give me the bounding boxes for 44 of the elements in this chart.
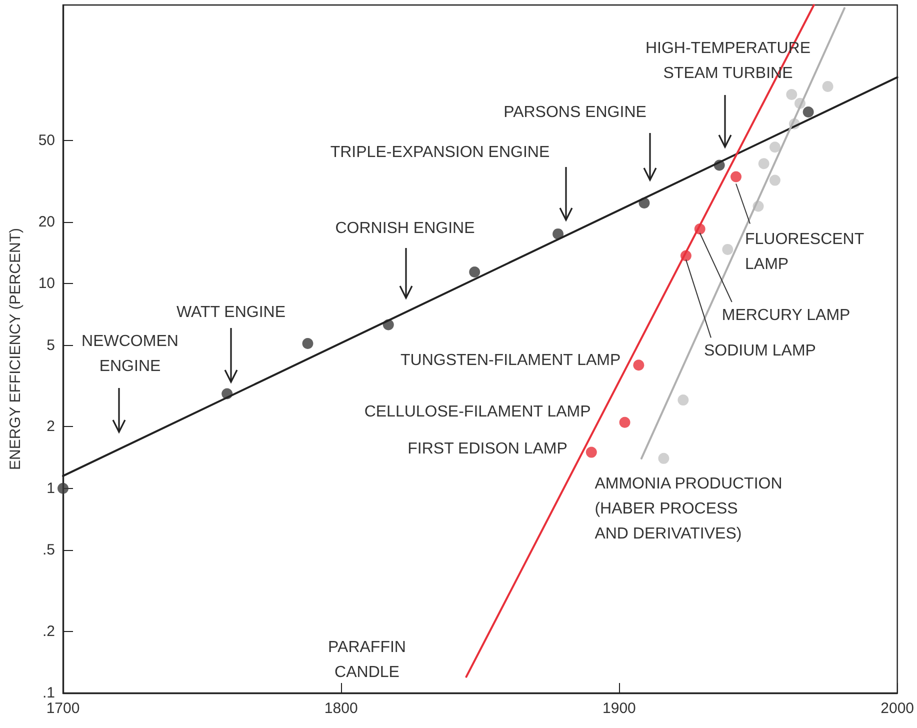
x-tick-label: 2000 (880, 700, 914, 717)
annotation: AMMONIA PRODUCTION (HABER PROCESS AND DERIVATIVES) (594, 474, 782, 542)
point (586, 446, 597, 458)
point (730, 171, 742, 182)
y-tick-label: 10 (38, 275, 55, 292)
x-tick-label: 1700 (46, 700, 80, 717)
point (769, 174, 780, 186)
y-tick-label: .1 (42, 684, 55, 702)
point (786, 89, 798, 100)
point (822, 80, 834, 92)
point (658, 452, 670, 464)
point (302, 338, 314, 350)
y-tick-label: 1 (46, 480, 55, 497)
annotation: PARSONS ENGINE (504, 104, 646, 120)
y-tick-label: 2 (46, 418, 55, 436)
annotation: TRIPLE-EXPANSION ENGINE (330, 144, 550, 160)
point (722, 244, 734, 255)
annotation: FLUORESCENT LAMP (745, 230, 864, 272)
annotation: CORNISH ENGINE (335, 220, 475, 236)
annotation: CELLULOSE-FILAMENT LAMP (364, 402, 591, 420)
point (802, 106, 814, 118)
y-tick-label: .2 (42, 622, 55, 640)
annotation: FIRST EDISON LAMP (408, 440, 568, 457)
annotation: MERCURY LAMP (722, 306, 850, 324)
y-tick-label: .5 (42, 541, 55, 558)
point (633, 360, 644, 371)
point (552, 228, 564, 240)
annotation: PARAFFIN CANDLE (328, 638, 406, 680)
x-tick-label: 1800 (324, 700, 358, 717)
y-tick-label: 20 (38, 214, 55, 231)
annotation: WATT ENGINE (176, 304, 286, 320)
annotation: TUNGSTEN-FILAMENT LAMP (400, 352, 621, 369)
point (469, 266, 480, 278)
annotation: NEWCOMEN ENGINE (82, 332, 178, 374)
y-axis-title: ENERGY EFFICIENCY (PERCENT) (7, 228, 24, 470)
y-tick-label: 5 (46, 336, 55, 354)
point (769, 142, 780, 153)
point (619, 416, 630, 428)
y-tick-label: 50 (38, 132, 55, 150)
annotation: SODIUM LAMP (704, 342, 816, 360)
point (758, 158, 770, 170)
point (58, 482, 68, 494)
point (678, 394, 689, 406)
x-tick-label: 1900 (602, 700, 636, 717)
